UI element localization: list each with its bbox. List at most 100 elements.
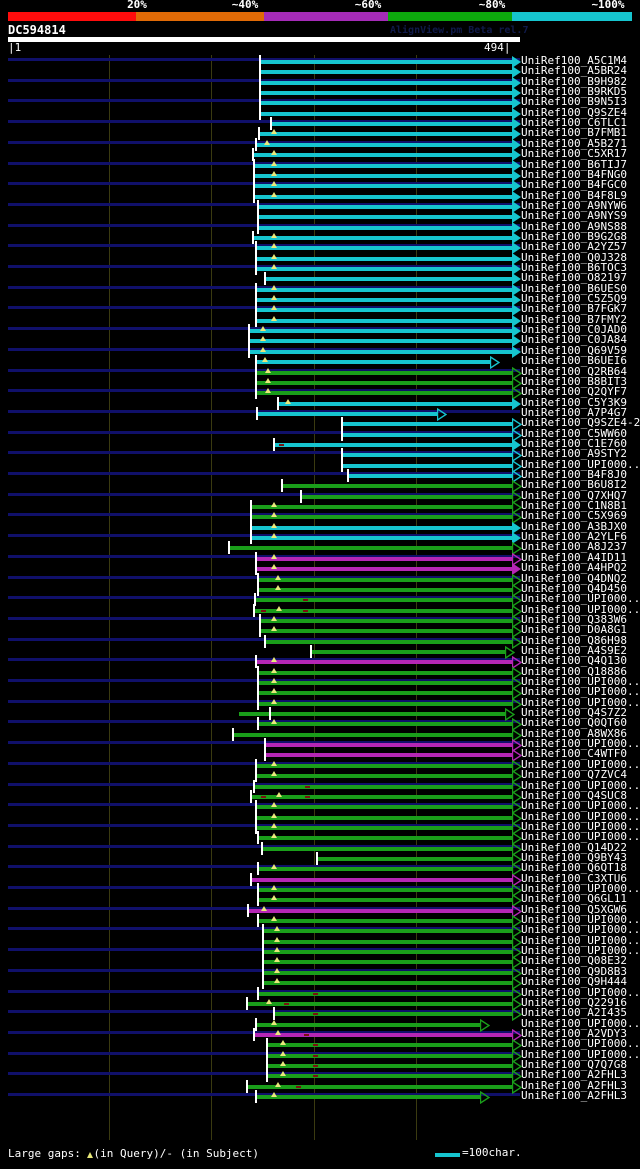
alignment-bar[interactable] xyxy=(259,81,512,85)
hit-label[interactable]: UniRef100_C1N8B1 xyxy=(521,499,627,512)
alignment-row[interactable]: UniRef100_UPI000.. xyxy=(0,820,640,835)
hit-label[interactable]: UniRef100_C5Y3K9 xyxy=(521,396,627,409)
alignment-row[interactable]: UniRef100_Q2QYF7 xyxy=(0,385,640,400)
alignment-bar[interactable] xyxy=(347,474,512,478)
alignment-row[interactable]: UniRef100_Q9H444 xyxy=(0,975,640,990)
alignment-row[interactable]: UniRef100_A2FHL3 xyxy=(0,1089,640,1104)
alignment-row[interactable]: UniRef100_Q69V59 xyxy=(0,344,640,359)
alignment-row[interactable]: UniRef100_UPI000.. xyxy=(0,458,640,473)
alignment-row[interactable]: UniRef100_C0JA84 xyxy=(0,333,640,348)
alignment-bar[interactable] xyxy=(259,112,512,116)
alignment-row[interactable]: UniRef100_O82197 xyxy=(0,271,640,286)
alignment-row[interactable]: UniRef100_C4WTF0 xyxy=(0,747,640,762)
alignment-row[interactable]: UniRef100_UPI000.. xyxy=(0,1037,640,1052)
hit-label[interactable]: UniRef100_Q6GL11 xyxy=(521,892,627,905)
hit-label[interactable]: UniRef100_B7FMY2 xyxy=(521,313,627,326)
alignment-row[interactable]: UniRef100_A2FHL3 xyxy=(0,1079,640,1094)
alignment-bar[interactable] xyxy=(264,277,512,281)
hit-label[interactable]: UniRef100_Q0QT60 xyxy=(521,716,627,729)
hit-label[interactable]: UniRef100_A5B271 xyxy=(521,137,627,150)
hit-label[interactable]: UniRef100_A7P4G7 xyxy=(521,406,627,419)
hit-label[interactable]: UniRef100_Q2RB64 xyxy=(521,365,627,378)
hit-label[interactable]: UniRef100_B4F8J0 xyxy=(521,468,627,481)
alignment-bar[interactable] xyxy=(253,184,512,188)
alignment-bar[interactable] xyxy=(266,1074,512,1078)
alignment-bar[interactable] xyxy=(259,91,512,95)
alignment-bar[interactable] xyxy=(232,733,512,737)
alignment-bar[interactable] xyxy=(341,464,512,468)
hit-label[interactable]: UniRef100_C0JA84 xyxy=(521,333,627,346)
alignment-bar[interactable] xyxy=(257,898,512,902)
hit-label[interactable]: UniRef100_Q14D22 xyxy=(521,841,627,854)
hit-label[interactable]: UniRef100_A2VDY3 xyxy=(521,1027,627,1040)
alignment-bar[interactable] xyxy=(250,515,512,519)
alignment-row[interactable]: UniRef100_UPI000.. xyxy=(0,830,640,845)
alignment-row[interactable]: UniRef100_Q4DNQ2 xyxy=(0,572,640,587)
hit-label[interactable]: UniRef100_Q4DNQ2 xyxy=(521,572,627,585)
alignment-row[interactable]: UniRef100_C1N8B1 xyxy=(0,499,640,514)
hit-label[interactable]: UniRef100_C6TLC1 xyxy=(521,116,627,129)
alignment-bar[interactable] xyxy=(341,433,512,437)
hit-label[interactable]: UniRef100_Q4D450 xyxy=(521,582,627,595)
alignment-row[interactable]: UniRef100_C0JAD0 xyxy=(0,323,640,338)
hit-label[interactable]: UniRef100_B6U8I2 xyxy=(521,478,627,491)
hit-label[interactable]: UniRef100_A2I435 xyxy=(521,1006,627,1019)
hit-label[interactable]: UniRef100_UPI000.. xyxy=(521,913,640,926)
alignment-bar[interactable] xyxy=(255,371,512,375)
alignment-bar[interactable] xyxy=(270,122,512,126)
alignment-row[interactable]: UniRef100_Q9BY43 xyxy=(0,851,640,866)
alignment-row[interactable]: UniRef100_C1E760 xyxy=(0,437,640,452)
alignment-bar[interactable] xyxy=(255,391,512,395)
hit-label[interactable]: UniRef100_C5Z5Q9 xyxy=(521,292,627,305)
alignment-row[interactable]: UniRef100_UPI000.. xyxy=(0,944,640,959)
alignment-row[interactable]: UniRef100_Q4S7Z2 xyxy=(0,706,640,721)
alignment-bar[interactable] xyxy=(262,971,512,975)
hit-label[interactable]: UniRef100_Q4Q130 xyxy=(521,654,627,667)
hit-label[interactable]: UniRef100_A9NS88 xyxy=(521,220,627,233)
alignment-bar[interactable] xyxy=(255,143,512,147)
alignment-bar[interactable] xyxy=(261,847,512,851)
alignment-row[interactable]: UniRef100_A4HPQ2 xyxy=(0,561,640,576)
alignment-row[interactable]: UniRef100_B6TIJ7 xyxy=(0,158,640,173)
alignment-row[interactable]: UniRef100_A5BR24 xyxy=(0,64,640,79)
alignment-row[interactable]: UniRef100_UPI000.. xyxy=(0,913,640,928)
alignment-row[interactable]: UniRef100_UPI000.. xyxy=(0,923,640,938)
alignment-row[interactable]: UniRef100_UPI000.. xyxy=(0,934,640,949)
alignment-row[interactable]: UniRef100_B6UES0 xyxy=(0,282,640,297)
alignment-bar[interactable] xyxy=(252,236,512,240)
alignment-bar[interactable] xyxy=(255,246,512,250)
hit-label[interactable]: UniRef100_Q69V59 xyxy=(521,344,627,357)
alignment-bar[interactable] xyxy=(273,443,512,447)
alignment-row[interactable]: UniRef100_A5B271 xyxy=(0,137,640,152)
hit-label[interactable]: UniRef100_Q9SZE4-2 xyxy=(521,416,640,429)
alignment-row[interactable]: UniRef100_UPI000.. xyxy=(0,779,640,794)
alignment-row[interactable]: UniRef100_B7FMB1 xyxy=(0,126,640,141)
hit-label[interactable]: UniRef100_UPI000.. xyxy=(521,458,640,471)
alignment-row[interactable]: UniRef100_Q4SUC8 xyxy=(0,789,640,804)
hit-label[interactable]: UniRef100_B7FMB1 xyxy=(521,126,627,139)
alignment-bar[interactable] xyxy=(247,909,512,913)
alignment-bar[interactable] xyxy=(253,785,512,789)
alignment-row[interactable]: UniRef100_A4S9E2 xyxy=(0,644,640,659)
alignment-bar[interactable] xyxy=(248,350,512,354)
hit-label[interactable]: UniRef100_UPI000.. xyxy=(521,592,640,605)
alignment-row[interactable]: UniRef100_B9RKD5 xyxy=(0,85,640,100)
alignment-bar[interactable] xyxy=(255,816,512,820)
alignment-row[interactable]: UniRef100_B6UEI6 xyxy=(0,354,640,369)
alignment-row[interactable]: UniRef100_Q4Q130 xyxy=(0,654,640,669)
alignment-row[interactable]: UniRef100_UPI000.. xyxy=(0,603,640,618)
hit-label[interactable]: UniRef100_Q4SUC8 xyxy=(521,789,627,802)
alignment-bar[interactable] xyxy=(259,70,512,74)
alignment-bar[interactable] xyxy=(266,1054,512,1058)
hit-label[interactable]: UniRef100_UPI000.. xyxy=(521,799,640,812)
hit-label[interactable]: UniRef100_B4FGC0 xyxy=(521,178,627,191)
hit-label[interactable]: UniRef100_A4ID11 xyxy=(521,551,627,564)
alignment-bar[interactable] xyxy=(257,215,512,219)
alignment-row[interactable]: UniRef100_Q22916 xyxy=(0,996,640,1011)
alignment-row[interactable]: UniRef100_B6TOC3 xyxy=(0,261,640,276)
alignment-row[interactable]: UniRef100_B9H982 xyxy=(0,75,640,90)
alignment-bar[interactable] xyxy=(255,1023,480,1027)
alignment-bar[interactable] xyxy=(253,1033,512,1037)
alignment-bar[interactable] xyxy=(253,164,512,168)
hit-label[interactable]: UniRef100_Q9H444 xyxy=(521,975,627,988)
